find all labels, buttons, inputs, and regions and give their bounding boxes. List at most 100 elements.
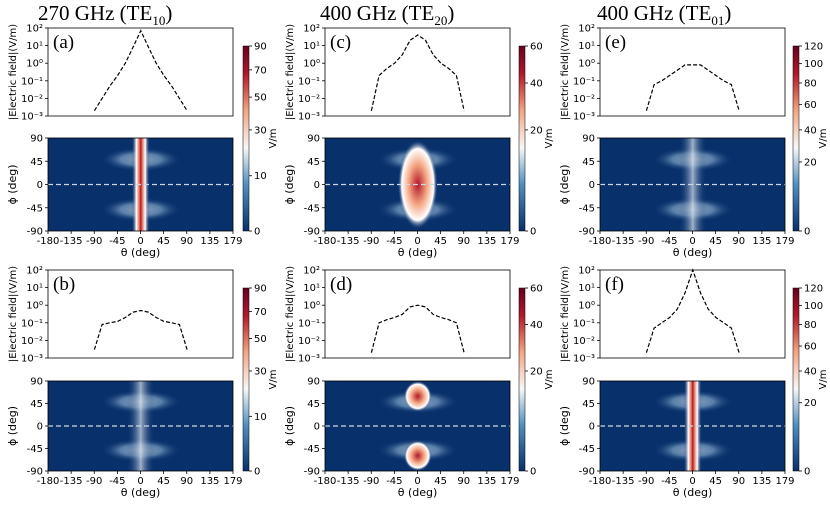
colorbar-tick-label: 30 — [254, 366, 267, 377]
x-tick-label: -135 — [60, 476, 83, 487]
x-tick-label: 179 — [775, 236, 794, 247]
y-tick-label: 10² — [578, 266, 595, 277]
colorbar — [792, 287, 800, 472]
colorbar-tick-label: 10 — [254, 412, 267, 423]
y-tick-label: 10⁻³ — [298, 354, 320, 365]
x-tick-label: 45 — [434, 476, 447, 487]
x-tick-label: -135 — [612, 476, 635, 487]
x-tick-label: 179 — [500, 476, 519, 487]
y-tick-label: 10⁻² — [573, 336, 595, 347]
y-tick-label: 45 — [307, 399, 320, 410]
field-line — [93, 309, 188, 350]
x-tick-label: 0 — [689, 476, 695, 487]
x-tick-label: 45 — [157, 236, 170, 247]
panel-label: (c) — [330, 32, 351, 53]
y-tick-label: 10⁻² — [298, 94, 320, 105]
y-tick-label: 10⁻¹ — [21, 76, 43, 87]
colorbar-tick-label: 0 — [804, 227, 810, 238]
y-axis-label: |Electric field|(V/m) — [8, 266, 19, 362]
y-tick-label: -90 — [579, 227, 595, 238]
x-tick-label: -90 — [638, 476, 654, 487]
y-axis-label: ϕ (deg) — [558, 406, 571, 446]
x-tick-label: 135 — [200, 236, 219, 247]
y-axis-label: ϕ (deg) — [558, 164, 571, 204]
y-tick-label: 10¹ — [26, 41, 43, 52]
y-axis-label: ϕ (deg) — [283, 164, 296, 204]
x-tick-label: -180 — [589, 236, 612, 247]
colorbar-tick-label: 40 — [530, 320, 543, 331]
y-tick-label: 10² — [578, 24, 595, 35]
y-tick-label: 10⁰ — [303, 59, 320, 70]
column-title: 400 GHz (TE01) — [597, 1, 731, 28]
y-tick-label: 10⁰ — [303, 301, 320, 312]
y-tick-label: 45 — [30, 399, 43, 410]
x-tick-label: 45 — [709, 236, 722, 247]
y-tick-label: 90 — [307, 134, 320, 145]
x-tick-label: 135 — [477, 236, 496, 247]
y-tick-label: 0 — [37, 180, 43, 191]
x-tick-label: -180 — [37, 236, 60, 247]
y-tick-label: 10⁻³ — [573, 112, 595, 123]
column-title: 400 GHz (TE20) — [320, 1, 454, 28]
line-axes-frame — [47, 269, 234, 359]
colorbar-tick-label: 100 — [804, 59, 823, 70]
field-line — [93, 29, 188, 112]
y-axis-label: |Electric field|(V/m) — [560, 266, 571, 362]
pole-beam — [403, 440, 432, 472]
x-tick-label: -135 — [337, 236, 360, 247]
colorbar-tick-label: 60 — [804, 100, 817, 111]
y-tick-label: 10⁰ — [578, 301, 595, 312]
panel-label: (d) — [330, 274, 352, 295]
colorbar-tick-label: 20 — [804, 157, 817, 168]
colorbar-tick-label: 90 — [254, 284, 267, 295]
field-line — [370, 34, 465, 111]
y-tick-label: 10¹ — [303, 41, 320, 52]
colorbar-label: V/m — [818, 370, 829, 390]
y-tick-label: -45 — [304, 444, 320, 455]
colorbar-label: V/m — [268, 129, 279, 149]
panel-label: (e) — [605, 32, 626, 53]
x-tick-label: 179 — [223, 236, 242, 247]
pole-beam — [403, 381, 432, 412]
colorbar — [242, 45, 250, 232]
colorbar-tick-label: 30 — [254, 125, 267, 136]
x-tick-label: -90 — [86, 476, 102, 487]
colorbar-tick-label: 80 — [804, 78, 817, 89]
x-tick-label: 90 — [732, 236, 745, 247]
colorbar-tick-label: 10 — [254, 171, 267, 182]
colorbar-tick-label: 40 — [804, 366, 817, 377]
y-tick-label: 10¹ — [303, 283, 320, 294]
colorbar-tick-label: 60 — [804, 342, 817, 353]
x-axis-label: θ (deg) — [121, 246, 161, 259]
y-tick-label: 90 — [307, 377, 320, 388]
x-tick-label: -90 — [363, 476, 379, 487]
y-tick-label: -90 — [579, 467, 595, 478]
y-tick-label: 10⁻³ — [298, 112, 320, 123]
x-tick-label: -180 — [314, 476, 337, 487]
y-tick-label: 10⁻¹ — [573, 318, 595, 329]
x-tick-label: 90 — [180, 476, 193, 487]
x-tick-label: 135 — [477, 476, 496, 487]
y-tick-label: 90 — [582, 377, 595, 388]
y-tick-label: 10⁰ — [578, 59, 595, 70]
colorbar-tick-label: 0 — [254, 467, 260, 478]
y-axis-label: |Electric field|(V/m) — [8, 24, 19, 120]
x-tick-label: 135 — [200, 476, 219, 487]
y-tick-label: 90 — [30, 377, 43, 388]
y-axis-label: |Electric field|(V/m) — [285, 24, 296, 120]
x-tick-label: 0 — [414, 476, 420, 487]
colorbar-tick-label: 20 — [530, 366, 543, 377]
x-tick-label: -45 — [386, 476, 402, 487]
x-tick-label: -180 — [589, 476, 612, 487]
colorbar-tick-label: 0 — [530, 227, 536, 238]
y-tick-label: 45 — [582, 157, 595, 168]
y-axis-label: |Electric field|(V/m) — [285, 266, 296, 362]
x-tick-label: -135 — [612, 236, 635, 247]
field-line — [370, 304, 465, 353]
colorbar-label: V/m — [268, 370, 279, 390]
y-tick-label: -90 — [27, 467, 43, 478]
y-tick-label: 10² — [303, 24, 320, 35]
x-axis-label: θ (deg) — [121, 486, 161, 499]
colorbar-label: V/m — [544, 370, 555, 390]
